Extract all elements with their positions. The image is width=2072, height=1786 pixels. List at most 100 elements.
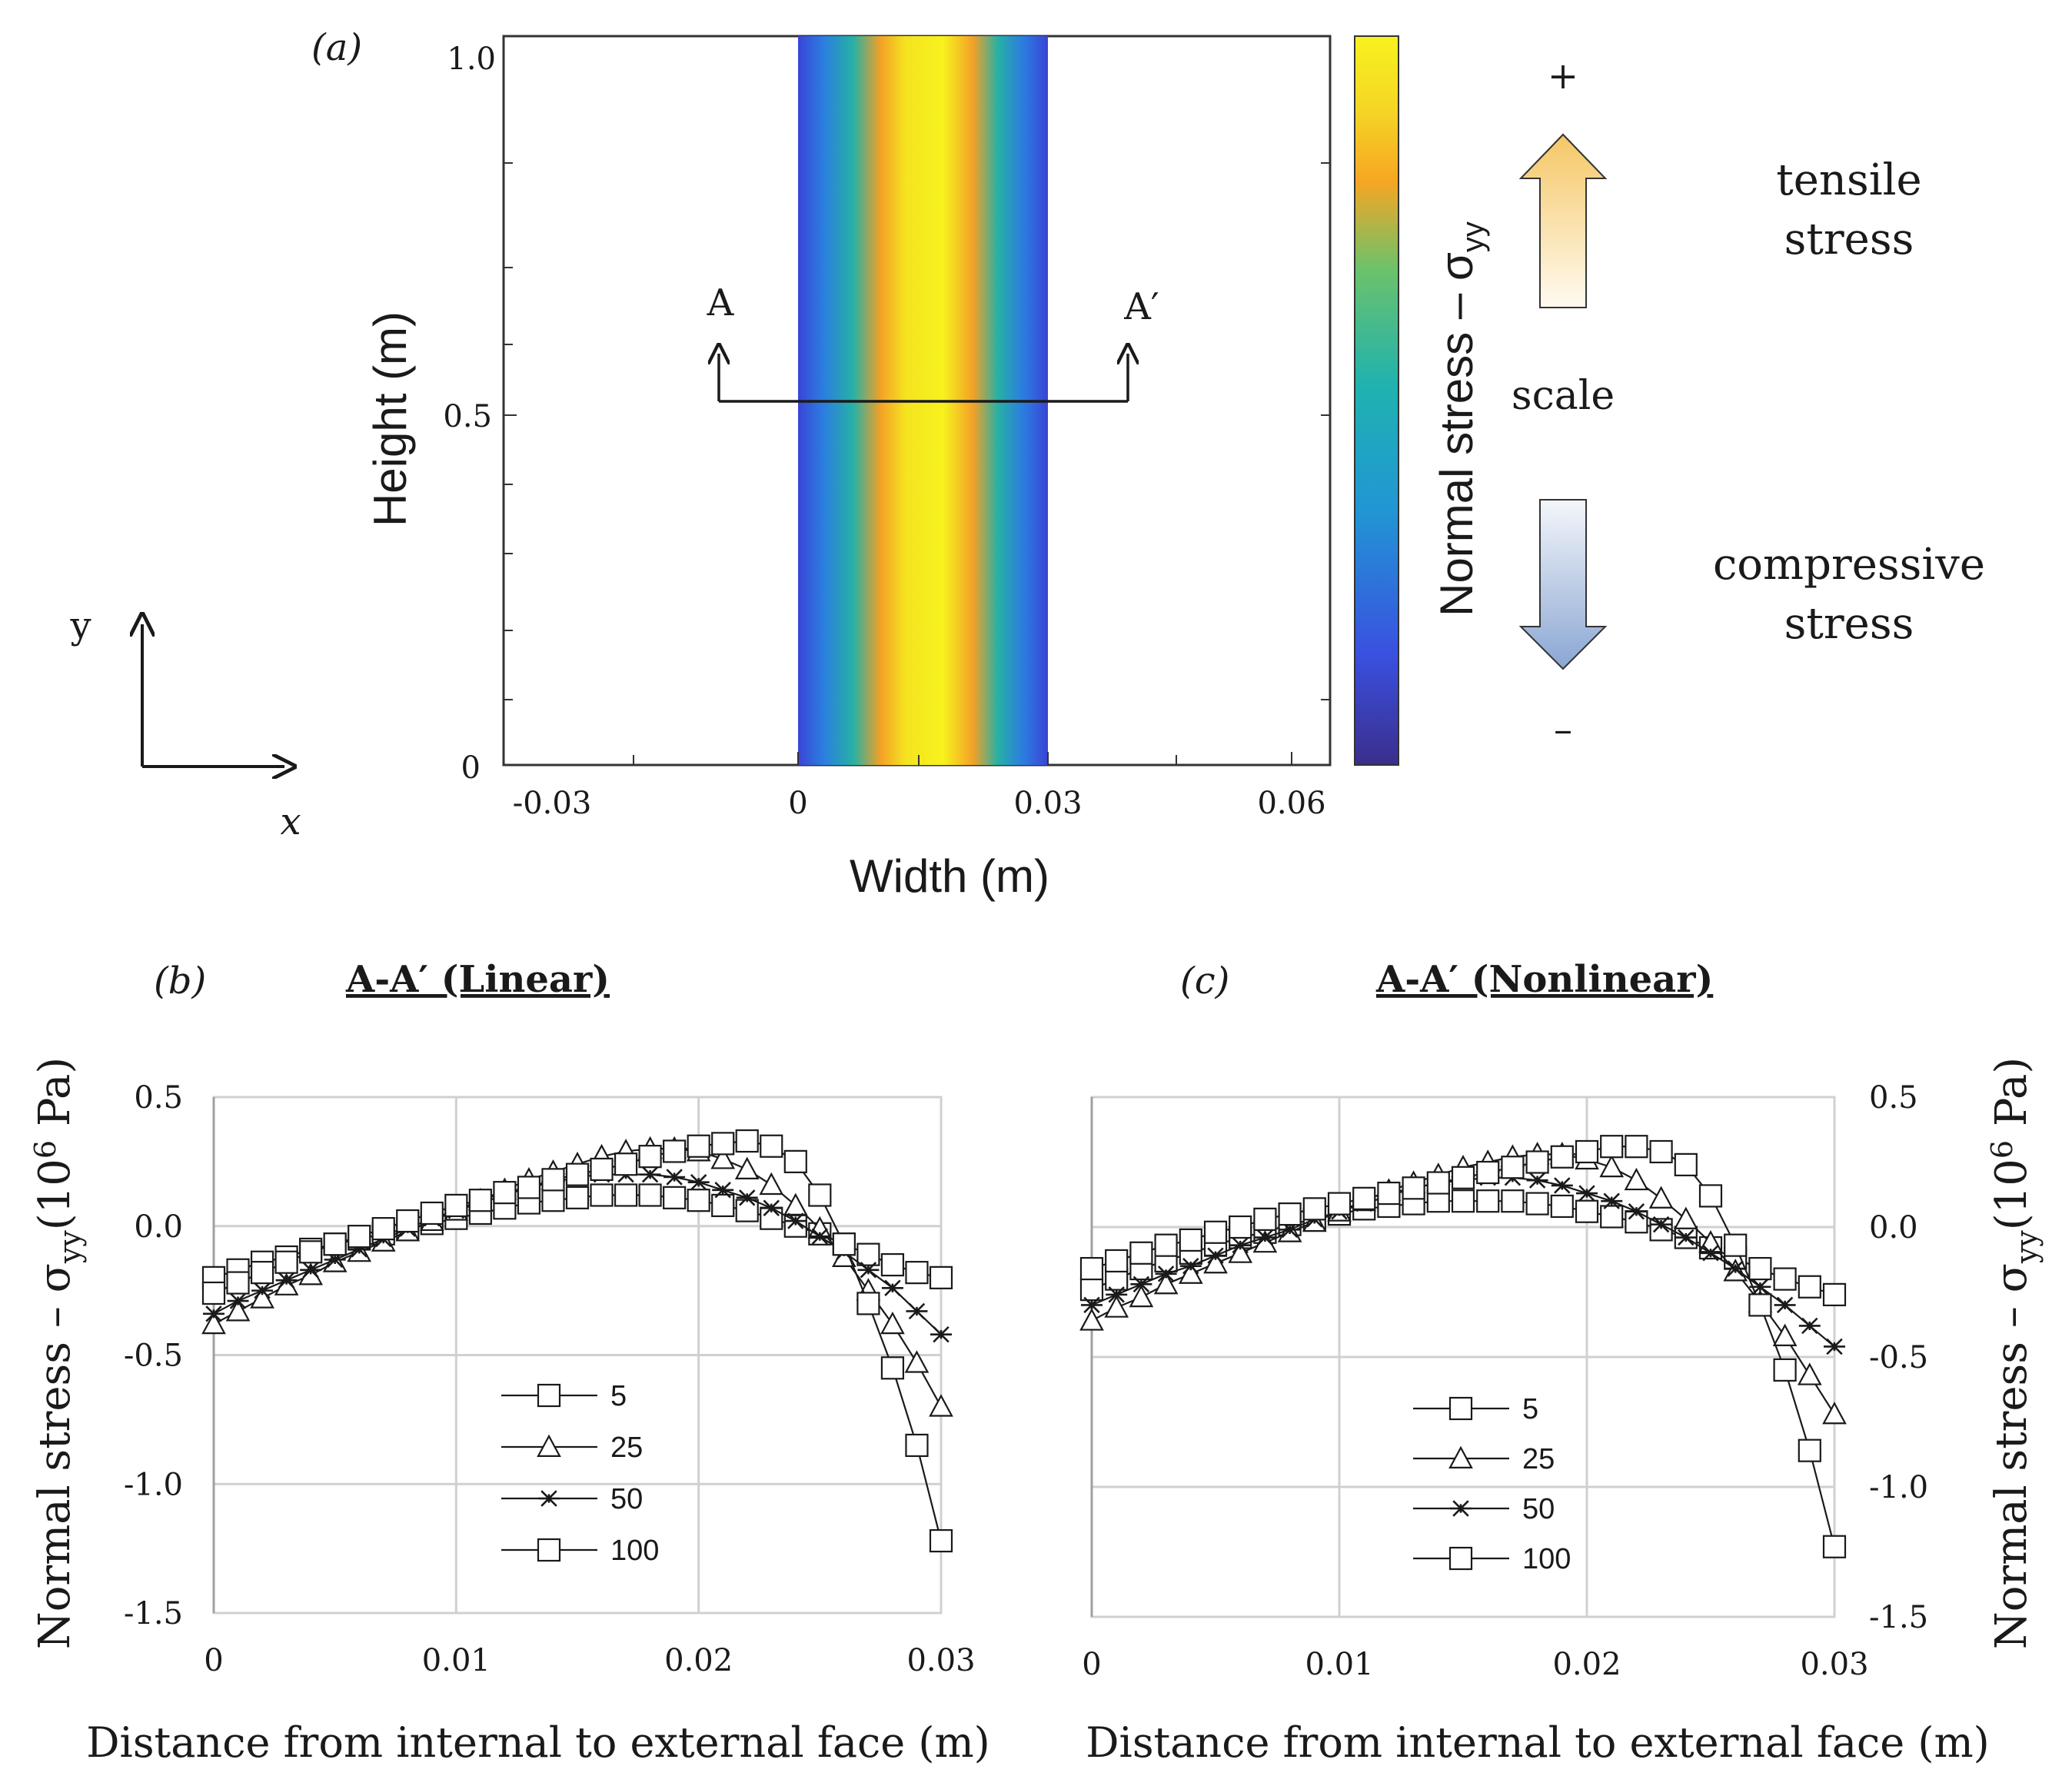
scale-label: scale (1512, 373, 1615, 419)
data-point (1378, 1182, 1399, 1204)
x-tick-label: 0 (788, 786, 807, 821)
data-point (1675, 1154, 1697, 1176)
data-point (228, 1272, 249, 1294)
data-point (640, 1184, 661, 1206)
x-axis-title: Width (m) (850, 850, 1049, 902)
y-axis-title: Height (m) (364, 311, 416, 527)
data-point (1329, 1193, 1350, 1215)
data-point (1452, 1190, 1474, 1212)
data-point (276, 1252, 298, 1273)
tensile-label-line1: tensile (1776, 155, 1921, 205)
data-point (1552, 1146, 1573, 1168)
data-point (1353, 1188, 1375, 1209)
panel-c-x-axis-title: Distance from internal to external face … (1086, 1718, 1989, 1767)
compressive-arrow-icon (1521, 500, 1605, 669)
legend-label: 50 (1522, 1493, 1555, 1525)
panel-c-y-axis-title: Normal stress – σyy(106 Pa) (1985, 1057, 2044, 1650)
data-point (591, 1159, 613, 1180)
data-point (785, 1151, 807, 1172)
data-point (712, 1132, 733, 1154)
y-tick-label: 1.0 (447, 42, 496, 77)
data-point (664, 1187, 685, 1209)
figure: (a) -0.03 0 0.03 0.06 0 0.5 1.0 Width (m… (0, 0, 2072, 1786)
data-point (640, 1146, 661, 1167)
data-point (1452, 1167, 1474, 1189)
data-point (1601, 1206, 1622, 1227)
legend-label: 5 (1522, 1393, 1538, 1425)
data-point (615, 1184, 637, 1206)
data-point (1552, 1196, 1573, 1217)
data-point (1502, 1156, 1523, 1178)
panel-a: (a) -0.03 0 0.03 0.06 0 0.5 1.0 Width (m… (69, 26, 1985, 902)
x-tick-label: -0.03 (513, 786, 592, 821)
data-point (1527, 1193, 1548, 1215)
data-point (421, 1202, 443, 1224)
data-point (712, 1195, 733, 1216)
panel-b-plot: 0.50.0-0.5-1.0-1.50 0.01 0.02 0.0352550100 (124, 1080, 976, 1678)
data-point (1130, 1242, 1152, 1264)
data-point (1229, 1216, 1251, 1238)
legend-label: 5 (610, 1380, 627, 1412)
data-point (930, 1267, 952, 1289)
data-point (1774, 1359, 1796, 1381)
data-point (1749, 1258, 1771, 1279)
data-point (688, 1189, 710, 1211)
legend-label: 100 (610, 1535, 659, 1567)
axes-y-label: y (69, 604, 91, 647)
data-point (664, 1140, 685, 1162)
data-point (1403, 1177, 1425, 1199)
y-tick-label: -1.0 (124, 1467, 183, 1502)
data-point (1749, 1294, 1771, 1315)
data-point (1477, 1162, 1498, 1183)
panel-c: (c) A-A′ (Nonlinear) Distance from inter… (1081, 958, 2044, 1767)
section-start-label: A (707, 281, 735, 324)
data-point (203, 1282, 224, 1304)
data-point (1601, 1136, 1622, 1157)
data-point (348, 1226, 370, 1247)
data-point (1799, 1440, 1821, 1462)
y-tick-label: -0.5 (1869, 1340, 1928, 1375)
panel-c-title: A-A′ (Nonlinear) (1375, 958, 1713, 1001)
panel-b-x-axis-title: Distance from internal to external face … (86, 1718, 989, 1767)
x-tick-label: 0.03 (906, 1643, 975, 1678)
data-point (1774, 1269, 1796, 1290)
compressive-label-line1: compressive (1713, 540, 1985, 590)
data-point (1700, 1185, 1721, 1206)
data-point (1527, 1152, 1548, 1173)
data-point (1428, 1172, 1449, 1194)
data-point (1724, 1235, 1746, 1256)
x-tick-label: 0.02 (1552, 1647, 1621, 1682)
panel-b-y-axis-title: Normal stress – σyy(106 Pa) (28, 1057, 87, 1650)
data-point (1180, 1229, 1202, 1251)
legend-label: 100 (1522, 1543, 1571, 1575)
data-point (397, 1210, 418, 1232)
y-tick-label: 0.5 (443, 399, 492, 434)
data-point (1106, 1250, 1127, 1272)
y-tick-label: -1.0 (1869, 1470, 1928, 1505)
y-tick-label: 0 (461, 750, 481, 786)
data-point (567, 1164, 588, 1186)
data-point (373, 1218, 394, 1239)
legend-marker (1450, 1548, 1472, 1569)
y-tick-label: -0.5 (124, 1339, 183, 1374)
y-tick-label: -1.5 (1869, 1600, 1928, 1635)
data-point (518, 1176, 540, 1198)
legend-label: 25 (610, 1432, 643, 1464)
data-point (1625, 1136, 1647, 1157)
data-point (1081, 1258, 1103, 1279)
y-tick-label: 0.5 (1869, 1080, 1918, 1116)
data-point (833, 1233, 855, 1255)
tensile-arrow-icon (1521, 135, 1605, 308)
x-tick-label: 0.03 (1013, 786, 1082, 821)
panel-b-label: (b) (154, 960, 206, 1003)
data-point (760, 1136, 782, 1157)
data-point (1304, 1198, 1325, 1219)
x-tick-label: 0.01 (422, 1643, 491, 1678)
data-point (1799, 1276, 1821, 1298)
colorbar-label: Normal stress – σyy (1431, 221, 1490, 617)
x-tick-label: 0.02 (664, 1643, 733, 1678)
data-point (1477, 1190, 1498, 1212)
data-point (882, 1357, 903, 1379)
data-point (1156, 1235, 1177, 1256)
panel-c-plot: 0.50.0-0.5-1.0-1.50 0.01 0.02 0.0352550100 (1081, 1080, 1928, 1682)
